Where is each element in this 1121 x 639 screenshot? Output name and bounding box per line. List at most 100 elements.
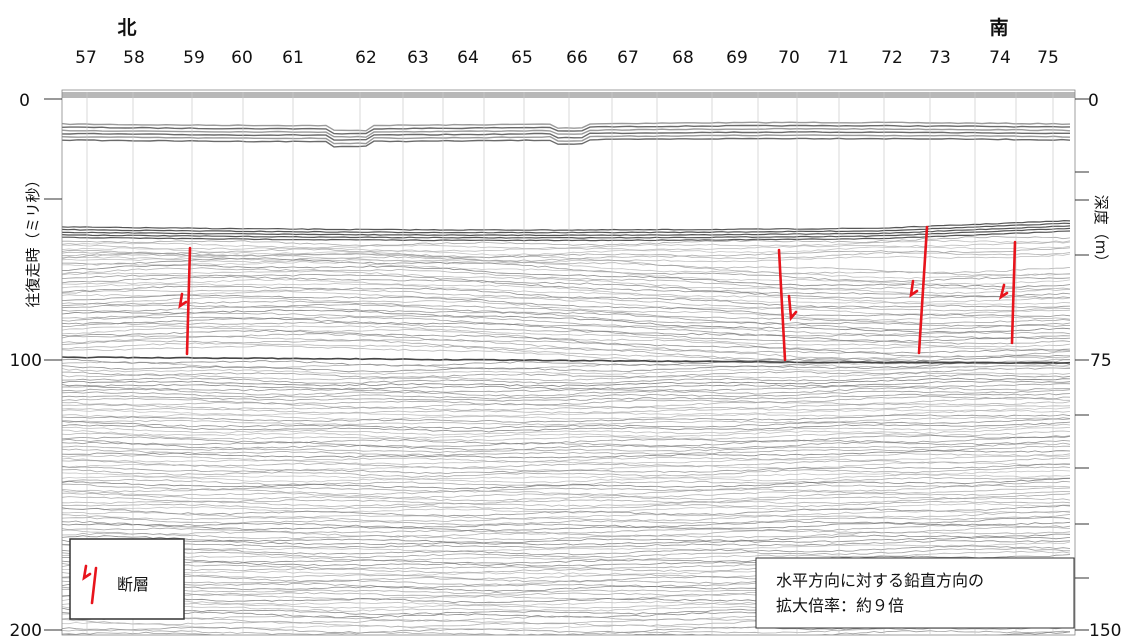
shot-point-label: 64 (457, 48, 479, 68)
fault-arrow-3 (909, 279, 919, 298)
seafloor-reflector (62, 230, 1071, 242)
subsurface-reflection (62, 440, 1071, 451)
subsurface-reflection (62, 524, 1071, 534)
subsurface-reflection (62, 500, 1071, 511)
seafloor-reflector (62, 222, 1071, 234)
subsurface-reflection (62, 333, 1071, 358)
subsurface-reflection (62, 478, 1071, 490)
subsurface-reflection (62, 283, 1071, 306)
subsurface-reflection (62, 245, 1071, 256)
subsurface-reflection (62, 290, 1071, 316)
subsurface-reflection (62, 316, 1071, 339)
subsurface-reflection (62, 466, 1071, 478)
legend-label: 断層 (117, 575, 149, 594)
subsurface-reflection (62, 423, 1071, 436)
subsurface-reflection (62, 274, 1071, 297)
subsurface-reflection (62, 511, 1071, 523)
shot-point-label: 68 (672, 48, 694, 68)
legend: 断層 (69, 538, 185, 620)
subsurface-reflection (62, 541, 1071, 553)
subsurface-reflection (62, 361, 1071, 373)
left-axis: 0 100 200 往復走時（ミリ秒） (10, 91, 62, 639)
scale-note-line2: 拡大倍率：約９倍 (776, 596, 904, 615)
left-tick-0: 0 (19, 91, 30, 111)
subsurface-reflection (62, 383, 1071, 393)
subsurface-reflection (62, 296, 1071, 322)
subsurface-reflection (62, 267, 1071, 291)
subsurface-reflection (62, 257, 1071, 283)
shot-point-label: 69 (726, 48, 748, 68)
subsurface-reflection (62, 235, 1071, 247)
shot-point-labels: 57 58 59 60 61 62 63 64 65 66 67 68 69 70 71 72 73 74 75 (75, 48, 1059, 68)
subsurface-reflection (62, 321, 1071, 345)
fault-line-2 (777, 248, 787, 362)
multiple-reflection (62, 130, 1070, 141)
shot-point-label: 73 (929, 48, 951, 68)
subsurface-reflection (62, 306, 1071, 331)
shot-point-label: 60 (231, 48, 253, 68)
subsurface-reflection (62, 397, 1071, 409)
left-axis-title: 往復走時（ミリ秒） (24, 172, 42, 307)
seafloor-reflector (62, 219, 1071, 231)
subsurface-reflection (62, 416, 1071, 426)
seafloor-reflector (62, 227, 1071, 239)
fault-arrow-4 (998, 283, 1009, 300)
reflector-100ms (62, 356, 1071, 365)
shot-point-label: 72 (881, 48, 903, 68)
subsurface-reflection (62, 377, 1071, 387)
subsurface-reflection (62, 342, 1071, 365)
seafloor-reflector (62, 225, 1071, 237)
shot-point-label: 71 (827, 48, 849, 68)
subsurface-reflection (62, 445, 1071, 457)
fault-arrow-1 (178, 292, 188, 309)
subsurface-reflection (62, 504, 1071, 517)
subsurface-reflection (62, 261, 1071, 285)
seismic-section (62, 90, 1075, 639)
multiple-reflection (62, 121, 1071, 132)
north-label: 北 (117, 17, 136, 39)
fault-icon (82, 564, 98, 605)
fault-arrow-2 (787, 294, 798, 322)
subsurface-reflection (62, 510, 1071, 520)
subsurface-reflection (62, 463, 1071, 475)
multiple-reflection (62, 137, 1071, 148)
subsurface-reflection (62, 436, 1071, 448)
fault-line-1 (185, 246, 192, 356)
subsurface-reflection (62, 407, 1071, 417)
shot-point-label: 65 (511, 48, 533, 68)
south-label: 南 (989, 17, 1008, 39)
surface-band (62, 92, 1075, 98)
fault-line-3 (917, 225, 929, 355)
right-tick-75: 75 (1090, 351, 1112, 371)
shot-point-label: 58 (123, 48, 145, 68)
subsurface-reflection (62, 253, 1071, 265)
subsurface-reflection (62, 630, 1071, 635)
subsurface-reflection (62, 469, 1071, 480)
subsurface-reflection (62, 533, 1071, 544)
shot-point-label: 70 (778, 48, 800, 68)
subsurface-reflection (62, 435, 1071, 445)
scale-note: 水平方向に対する鉛直方向の 拡大倍率：約９倍 (755, 557, 1075, 629)
shot-point-label: 59 (183, 48, 205, 68)
subsurface-reflection (62, 493, 1071, 505)
section-frame (61, 89, 1076, 636)
subsurface-reflection (62, 365, 1071, 375)
subsurface-reflection (62, 536, 1071, 546)
subsurface-reflection (62, 374, 1071, 385)
subsurface-reflection (62, 421, 1071, 433)
subsurface-reflection (62, 473, 1071, 484)
subsurface-reflection (62, 550, 1071, 562)
right-tick-150: 150 (1089, 621, 1121, 639)
subsurface-reflection (62, 248, 1071, 274)
subsurface-reflection (62, 636, 1070, 639)
shot-point-label: 57 (75, 48, 97, 68)
subsurface-reflection (62, 389, 1071, 400)
fault-line-4 (1010, 240, 1017, 345)
subsurface-reflection (62, 326, 1071, 351)
subsurface-reflection (62, 264, 1071, 288)
subsurface-reflection (62, 300, 1071, 324)
shot-point-label: 74 (989, 48, 1011, 68)
multiple-reflection (62, 127, 1071, 138)
subsurface-reflection (62, 414, 1071, 423)
